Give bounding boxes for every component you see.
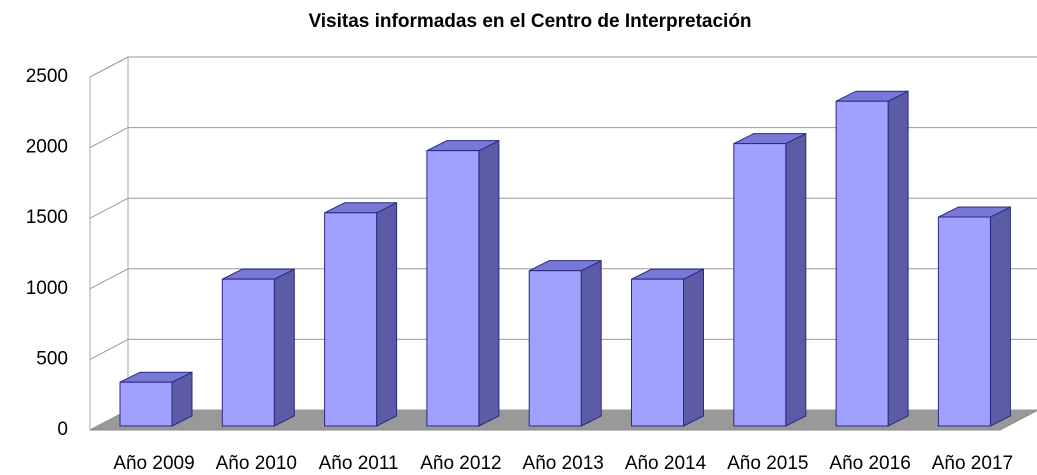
bar <box>119 381 173 427</box>
y-tick-label: 1500 <box>26 207 68 228</box>
bar-side <box>989 206 1011 427</box>
x-tick-label: Año 2013 <box>523 453 604 474</box>
y-tick-label: 2000 <box>26 137 68 158</box>
x-tick-label: Año 2009 <box>113 453 194 474</box>
bar-side <box>785 132 807 427</box>
x-tick-label: Año 2017 <box>932 453 1013 474</box>
y-tick-label: 0 <box>57 419 68 440</box>
y-tick-label: 500 <box>36 348 68 369</box>
bar-side <box>887 90 909 427</box>
bar-side <box>376 201 398 427</box>
x-tick-label: Año 2014 <box>625 453 707 474</box>
grid-line-side <box>89 127 129 149</box>
bar <box>221 278 275 427</box>
bar <box>835 100 889 427</box>
bar-side <box>683 268 704 427</box>
y-tick-label: 2500 <box>26 66 68 87</box>
bar <box>426 150 480 427</box>
bar-side <box>478 139 500 427</box>
x-tick-label: Año 2011 <box>319 453 399 474</box>
x-tick-label: Año 2012 <box>420 453 501 474</box>
bar <box>631 278 684 427</box>
y-tick-label: 1000 <box>26 278 68 299</box>
bar <box>528 270 582 427</box>
bar <box>733 143 787 427</box>
x-tick-label: Año 2016 <box>829 453 910 474</box>
bar-side <box>273 268 295 427</box>
grid-line-side <box>89 338 129 360</box>
bar <box>324 212 378 427</box>
grid-line-side <box>89 268 129 290</box>
grid-line-side <box>89 197 129 219</box>
x-tick-label: Año 2010 <box>216 453 297 474</box>
grid-line-side <box>89 56 129 78</box>
bar <box>937 216 991 427</box>
chart-title: Visitas informadas en el Centro de Inter… <box>308 11 751 32</box>
x-tick-label: Año 2015 <box>727 453 808 474</box>
bar-side <box>580 259 602 427</box>
